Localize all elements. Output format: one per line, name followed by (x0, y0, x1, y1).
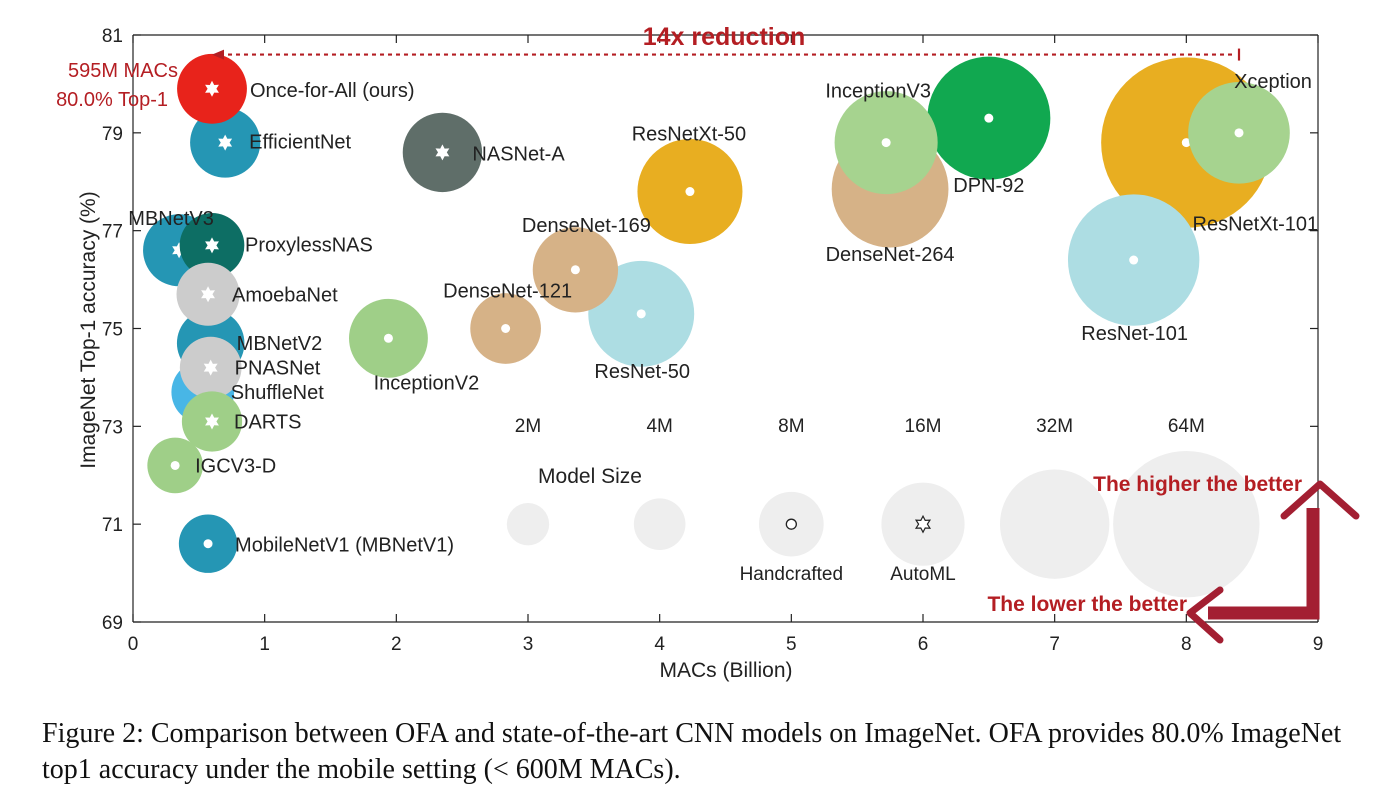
better-arrows-icon (1208, 508, 1320, 620)
y-axis-label: ImageNet Top-1 accuracy (%) (77, 191, 100, 468)
size-legend-bubble (999, 469, 1110, 579)
x-tick-label: 6 (918, 634, 929, 655)
reduction-arrowhead-icon (212, 49, 224, 60)
handcrafted-marker-icon (1181, 138, 1191, 148)
size-legend-title: Model Size (538, 465, 642, 488)
point-label: DARTS (234, 411, 301, 433)
point-label: InceptionV3 (825, 81, 931, 103)
automl-marker-icon (205, 80, 219, 97)
figure-caption: Figure 2: Comparison between OFA and sta… (42, 718, 1342, 785)
handcrafted-marker-icon (203, 539, 213, 549)
x-axis-label: MACs (Billion) (659, 659, 792, 682)
size-legend-marker-label: Handcrafted (740, 564, 844, 585)
arrow-left-head-icon (1186, 586, 1224, 644)
automl-marker-icon (205, 237, 219, 254)
point-label: MobileNetV1 (MBNetV1) (235, 535, 454, 557)
x-tick-label: 5 (786, 634, 797, 655)
size-legend-bubble (633, 498, 686, 550)
ofa-comparison-chart: 2M 4M 8M Handcrafted 16M AutoML 32M 64M 0 1 2 3 4 5 6… (56, 23, 1360, 682)
point-label: IGCV3-D (195, 455, 276, 477)
point-label: PNASNet (235, 358, 321, 380)
point-labels: Once-for-All (ours) EfficientNet NASNet-A M… (128, 71, 1318, 557)
handcrafted-marker-icon (570, 265, 580, 275)
handcrafted-marker-icon (685, 187, 695, 197)
ofa-top1-label: 80.0% Top-1 (56, 89, 168, 111)
annotations: 14x reduction 595M MACs 80.0% Top-1 The hig… (56, 23, 1360, 644)
x-tick-label: 2 (391, 634, 402, 655)
chart-marks: 2M 4M 8M Handcrafted 16M AutoML 32M 64M (143, 53, 1290, 598)
size-legend-label: 8M (778, 416, 804, 437)
y-tick-label: 77 (102, 222, 123, 243)
point-label: ShuffleNet (231, 382, 324, 404)
point-label: DPN-92 (953, 175, 1024, 197)
handcrafted-marker-icon (1234, 128, 1244, 138)
handcrafted-marker-icon (170, 460, 180, 470)
handcrafted-marker-icon (1129, 255, 1139, 265)
x-tick-label: 8 (1181, 634, 1192, 655)
y-tick-label: 75 (102, 320, 123, 341)
point-label: ProxylessNAS (245, 234, 373, 256)
point-label: InceptionV2 (374, 372, 480, 394)
higher-better-label: The higher the better (1093, 473, 1302, 496)
x-tick-label: 7 (1049, 634, 1060, 655)
handcrafted-marker-icon (636, 309, 646, 319)
x-tick-label: 1 (259, 634, 270, 655)
handcrafted-marker-icon (501, 324, 511, 333)
point-label: DenseNet-264 (826, 244, 955, 266)
x-tick-label: 3 (523, 634, 534, 655)
point-label: MBNetV3 (128, 208, 214, 230)
point-label: ResNetXt-50 (632, 124, 747, 146)
point-label: EfficientNet (249, 132, 351, 154)
size-legend-label: 64M (1168, 416, 1205, 437)
point-label: NASNet-A (472, 143, 565, 165)
automl-marker-icon (914, 514, 932, 534)
point-label: ResNetXt-101 (1193, 214, 1319, 236)
size-legend-label: 16M (905, 416, 942, 437)
point-label: DenseNet-169 (522, 215, 651, 237)
size-legend-bubble (1113, 450, 1260, 598)
size-legend-marker-label: AutoML (890, 564, 955, 585)
point-label: DenseNet-121 (443, 281, 572, 303)
arrow-up-head-icon (1280, 480, 1360, 520)
handcrafted-marker-icon (881, 138, 891, 148)
y-tick-label: 79 (102, 124, 123, 145)
x-tick-label: 9 (1313, 634, 1324, 655)
size-legend-bubble (506, 502, 550, 546)
automl-marker-icon (203, 359, 218, 376)
handcrafted-marker-icon (785, 518, 797, 530)
automl-marker-icon (172, 242, 187, 259)
point-label: ResNet-101 (1081, 323, 1188, 345)
point-label: MBNetV2 (237, 333, 323, 355)
ofa-macs-label: 595M MACs (68, 60, 178, 82)
automl-marker-icon (218, 134, 233, 151)
y-tick-label: 71 (102, 515, 123, 536)
size-legend-label: 32M (1036, 416, 1073, 437)
reduction-label: 14x reduction (643, 23, 806, 51)
point-label: Once-for-All (ours) (250, 80, 414, 102)
y-tick-label: 81 (102, 26, 123, 47)
point-label: AmoebaNet (232, 284, 338, 306)
size-legend-label: 2M (515, 416, 541, 437)
point-label: ResNet-50 (594, 361, 690, 383)
automl-marker-icon (435, 144, 450, 161)
handcrafted-marker-icon (984, 113, 994, 123)
y-tick-label: 73 (102, 417, 123, 438)
x-tick-label: 4 (654, 634, 665, 655)
size-legend-label: 4M (646, 416, 672, 437)
y-tick-label: 69 (102, 613, 123, 634)
x-tick-label: 0 (128, 634, 139, 655)
automl-marker-icon (205, 413, 219, 430)
lower-better-label: The lower the better (987, 593, 1187, 616)
point-label: Xception (1234, 71, 1312, 93)
handcrafted-marker-icon (383, 333, 393, 343)
automl-marker-icon (201, 286, 215, 303)
